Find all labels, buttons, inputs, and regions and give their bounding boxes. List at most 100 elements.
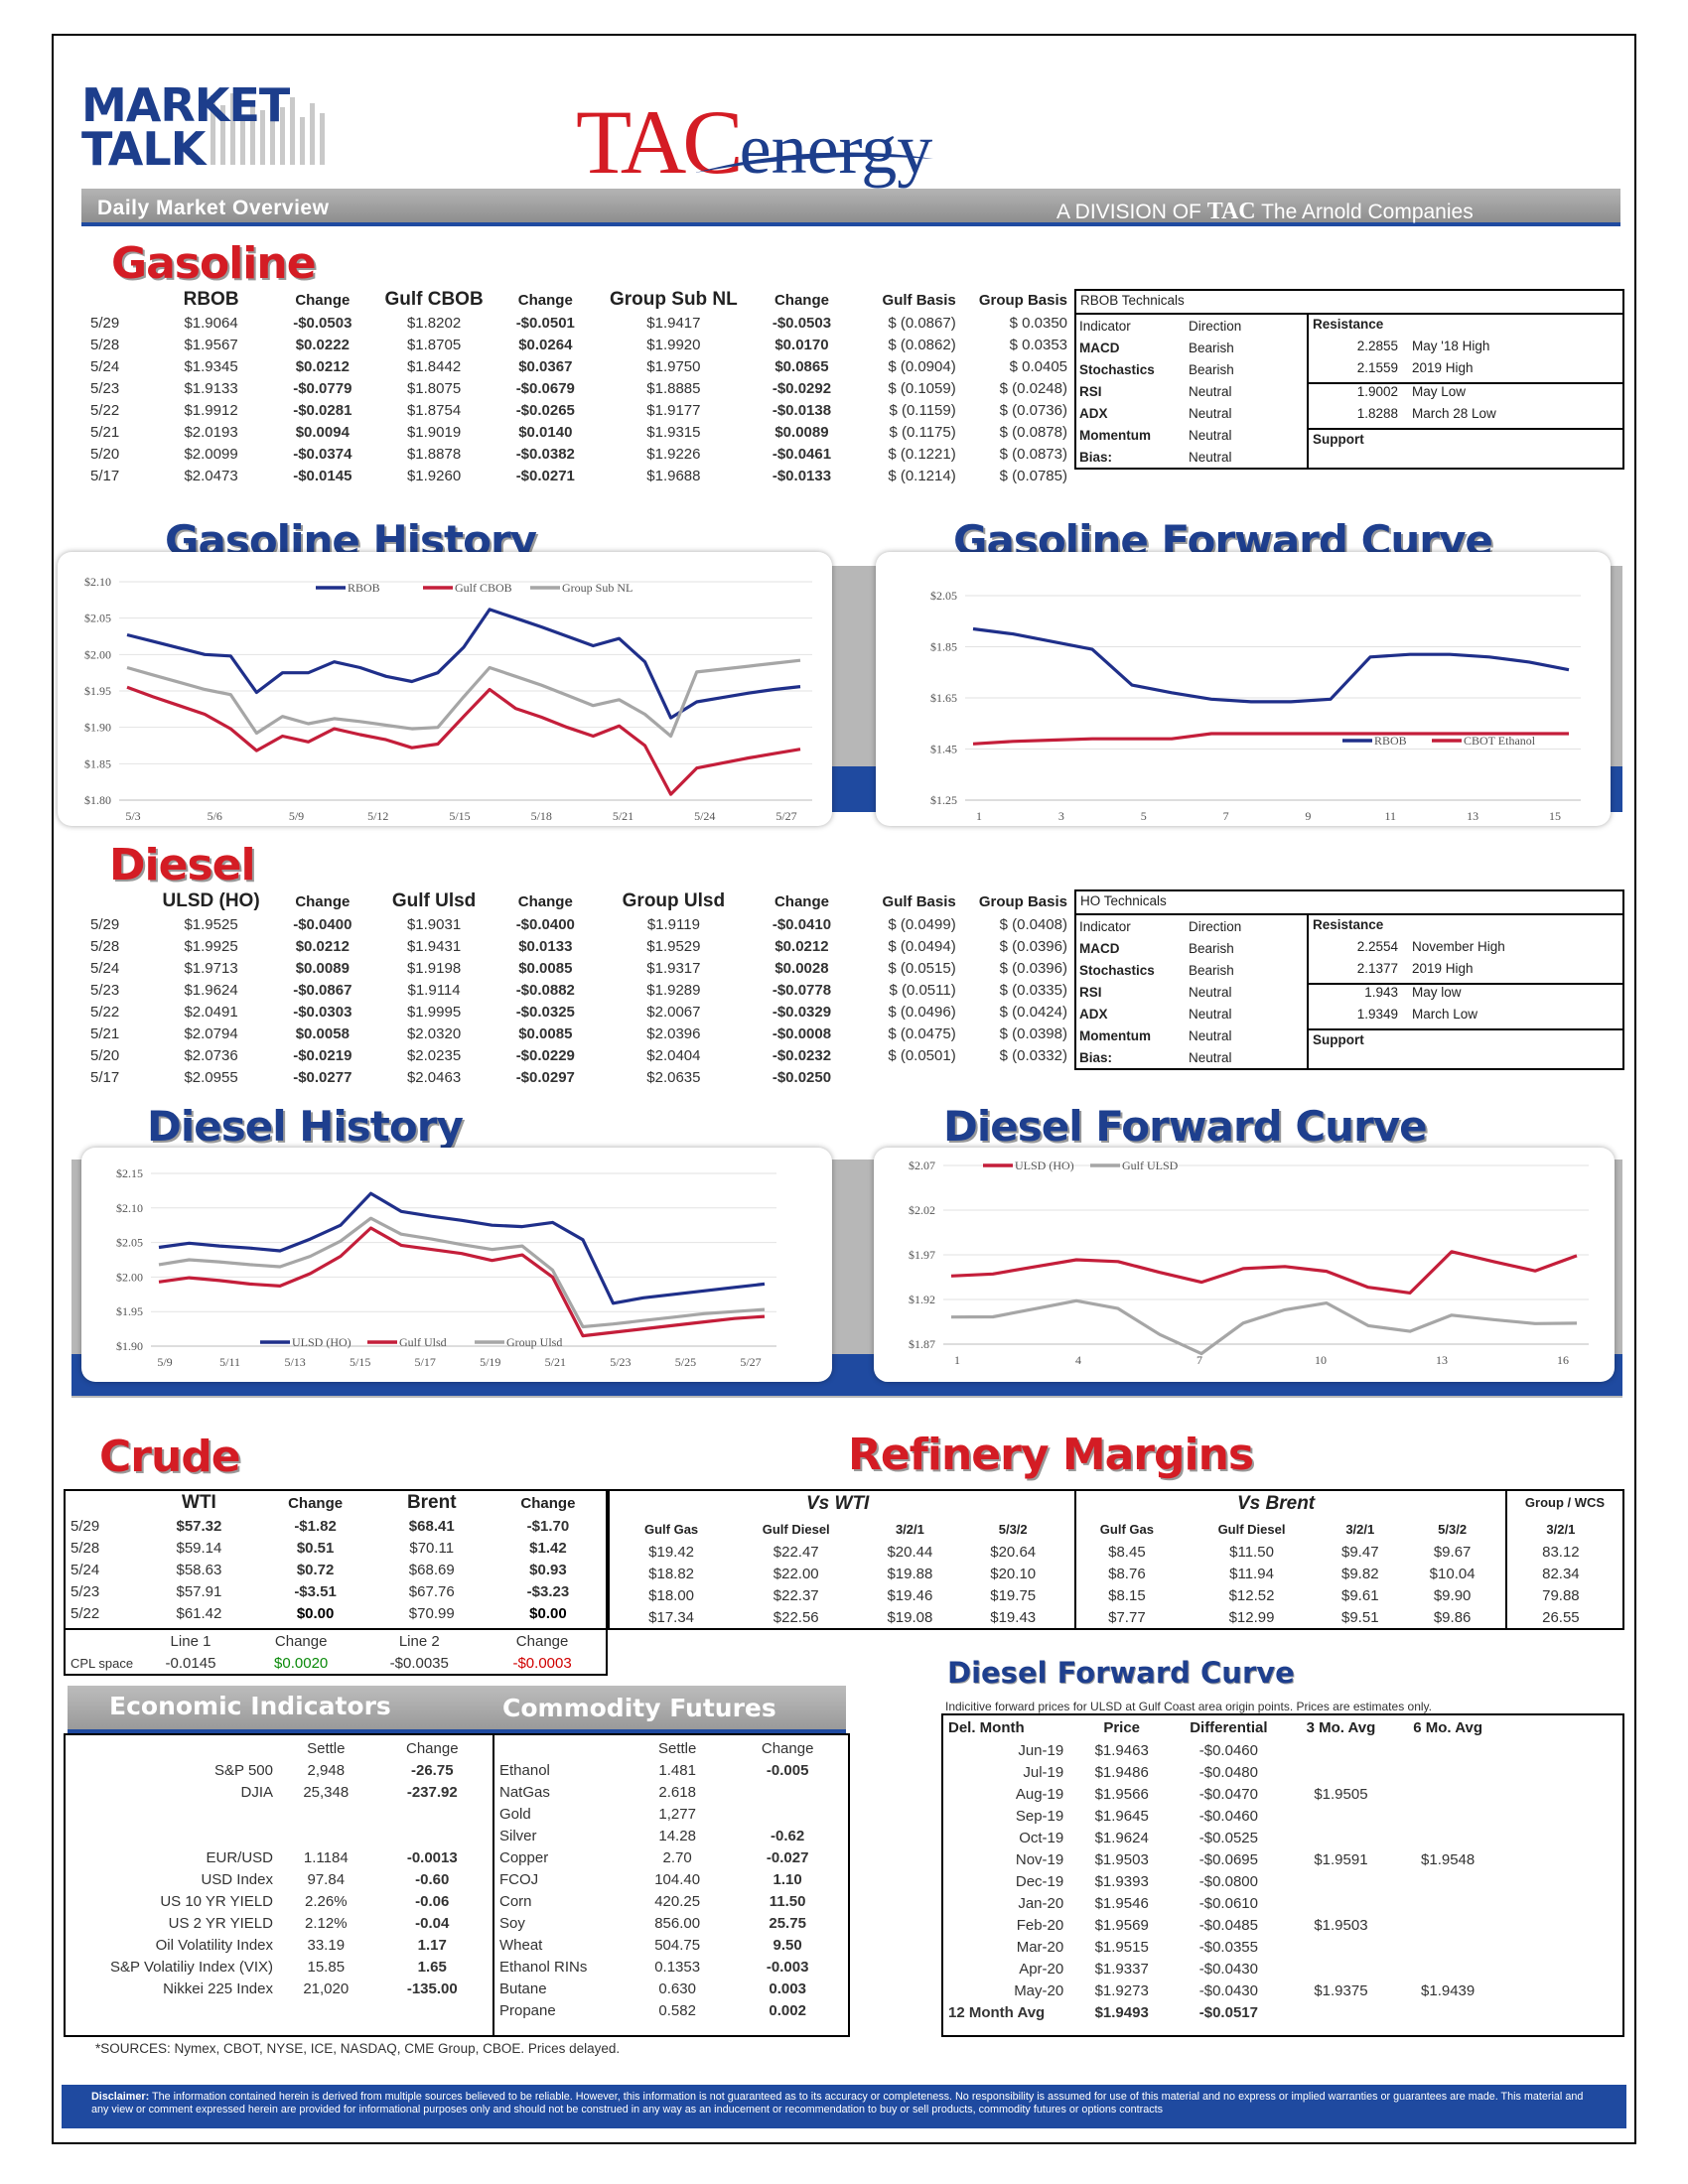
- x-tick-label: 11: [1385, 809, 1397, 823]
- column-header: ULSD (HO): [162, 890, 260, 911]
- price-cell: $2.0955: [184, 1068, 238, 1086]
- price-cell: $1.9624: [184, 981, 238, 999]
- change-cell: $0.0058: [295, 1024, 350, 1042]
- table-row: 5/22 $2.0491 -$0.0303 $1.9995 -$0.0325 $2.006…: [87, 1001, 1070, 1023]
- gulf-basis-cell: $ (0.0904): [888, 357, 956, 375]
- indicator-name: Oil Volatility Index: [155, 1936, 273, 1954]
- gulf-basis-cell: $ (0.0499): [888, 915, 956, 933]
- column-header: WTI: [182, 1492, 216, 1513]
- indicator-name: EUR/USD: [206, 1848, 273, 1866]
- three-month-avg: $1.9591: [1314, 1850, 1368, 1868]
- price-cell: $1.9624: [1094, 1829, 1149, 1846]
- table-row: 5/29 $1.9064 -$0.0503 $1.8202 -$0.0501 $1.941…: [87, 312, 1070, 334]
- change-value: [729, 1781, 846, 1803]
- price-cell: $1.9645: [1094, 1807, 1149, 1825]
- brand-tac-text: TAC: [576, 91, 744, 193]
- logo-bottom-text: TALK: [81, 122, 206, 176]
- level-value: 1.943: [1364, 985, 1398, 1000]
- change-cell: $0.0865: [774, 357, 829, 375]
- header-row: ULSD (HO) Change Gulf Ulsd Change Group Ulsd…: [87, 889, 1070, 913]
- delivery-month: Apr-20: [1019, 1960, 1064, 1978]
- settle-value: 2.70: [662, 1848, 692, 1866]
- change-cell: $0.0085: [518, 1024, 573, 1042]
- x-tick-label: 4: [1075, 1353, 1081, 1367]
- six-month-avg: [1394, 1761, 1501, 1783]
- price-cell: $1.9503: [1094, 1850, 1149, 1868]
- table-row: 5/23 $57.91 -$3.51 $67.76 -$3.23: [68, 1580, 604, 1602]
- change-cell: -$1.82: [294, 1517, 337, 1535]
- column-header: Settle: [657, 1739, 697, 1757]
- vs-wti-label: Vs WTI: [806, 1493, 870, 1514]
- series-line-ulsd-ho-: [950, 1250, 1578, 1295]
- three-month-avg: [1288, 1761, 1395, 1783]
- legend-label: RBOB: [348, 581, 380, 595]
- commod-table: Settle Change Ethanol 1.481 -0.005 NatGas 2.61…: [496, 1737, 846, 2021]
- settle-value: 2.26%: [305, 1892, 348, 1910]
- change-cell: -$0.0138: [772, 401, 832, 419]
- y-tick-label: $2.00: [84, 647, 111, 661]
- change-value: [376, 1825, 489, 1846]
- change-cell: -$0.0008: [772, 1024, 832, 1042]
- y-tick-label: $1.25: [930, 793, 957, 807]
- differential-cell: -$0.0355: [1198, 1938, 1258, 1956]
- change-cell: -$1.70: [526, 1517, 570, 1535]
- table-row: $17.34 $22.56 $19.08 $19.43 $7.77 $12.99 $9.51…: [612, 1606, 1620, 1628]
- change-value: -0.027: [766, 1848, 809, 1866]
- delivery-month: Sep-19: [1015, 1807, 1064, 1825]
- change-cell: $0.0212: [774, 937, 829, 955]
- brand-swoosh-icon: [695, 152, 933, 173]
- tech-row: Stochastics Bearish: [1076, 959, 1307, 981]
- table-row: Jun-19 $1.9463 -$0.0460: [945, 1739, 1501, 1761]
- indicator-name: FCOJ: [499, 1870, 539, 1888]
- date-cell: 5/29: [70, 1517, 100, 1535]
- margin-cell: 82.34: [1542, 1565, 1580, 1582]
- six-month-avg: [1394, 1739, 1501, 1761]
- price-cell: $1.9393: [1094, 1872, 1149, 1890]
- column-header: Group Sub NL: [610, 289, 738, 310]
- column-header: Change: [761, 1739, 814, 1757]
- price-cell: $1.8885: [646, 379, 701, 397]
- table-row: $18.00 $22.37 $19.46 $19.75 $8.15 $12.52 $9.61…: [612, 1584, 1620, 1606]
- margin-cell: $22.00: [773, 1565, 819, 1582]
- margin-cell: 79.88: [1542, 1586, 1580, 1604]
- margin-cell: 26.55: [1542, 1608, 1580, 1626]
- date-cell: 5/28: [90, 336, 120, 353]
- legend-label: ULSD (HO): [292, 1335, 352, 1349]
- table-row: Gold 1,277: [496, 1803, 846, 1825]
- tech-row: ADX Neutral: [1076, 402, 1307, 424]
- econ-divider: [492, 1733, 494, 2037]
- gulf-basis-cell: [852, 1066, 959, 1088]
- table-row: Mar-20 $1.9515 -$0.0355: [945, 1936, 1501, 1958]
- margin-cell: $19.43: [990, 1608, 1037, 1626]
- change-cell: $0.0133: [518, 937, 573, 955]
- table-row: 5/24 $1.9345 $0.0212 $1.8442 $0.0367 $1.9750 $…: [87, 355, 1070, 377]
- change-cell: -$0.0277: [293, 1068, 352, 1086]
- differential-cell: -$0.0430: [1198, 1960, 1258, 1978]
- gulf-basis-cell: $ (0.0501): [888, 1046, 956, 1064]
- series-line-group-sub-nl: [126, 658, 801, 739]
- price-cell: $68.41: [408, 1517, 455, 1535]
- margin-cell: $19.08: [887, 1608, 933, 1626]
- differential-cell: -$0.0525: [1198, 1829, 1258, 1846]
- price-cell: $2.0396: [646, 1024, 701, 1042]
- indicator-name: ADX: [1079, 405, 1108, 421]
- differential-cell: -$0.0610: [1198, 1894, 1258, 1912]
- y-tick-label: $2.05: [930, 589, 957, 603]
- three-month-avg: [1288, 1936, 1395, 1958]
- blank-cell: [68, 1630, 137, 1652]
- change-cell: -$0.0410: [772, 915, 832, 933]
- delivery-month: Dec-19: [1015, 1872, 1064, 1890]
- y-tick-label: $2.05: [116, 1236, 143, 1250]
- margins-divider-2: [1505, 1489, 1507, 1630]
- margin-cell: $9.47: [1341, 1543, 1379, 1561]
- y-tick-label: $2.07: [909, 1159, 935, 1172]
- level-value: 1.9002: [1356, 384, 1398, 399]
- indicator-direction: Neutral: [1189, 427, 1232, 443]
- differential-cell: -$0.0480: [1198, 1763, 1258, 1781]
- price-cell: $2.0794: [184, 1024, 238, 1042]
- margin-cell: $9.51: [1341, 1608, 1379, 1626]
- margin-cell: $9.90: [1433, 1586, 1472, 1604]
- group-basis-cell: $ (0.0785): [999, 467, 1067, 484]
- price-cell: $1.9133: [184, 379, 238, 397]
- settle-value: 0.630: [658, 1979, 696, 1997]
